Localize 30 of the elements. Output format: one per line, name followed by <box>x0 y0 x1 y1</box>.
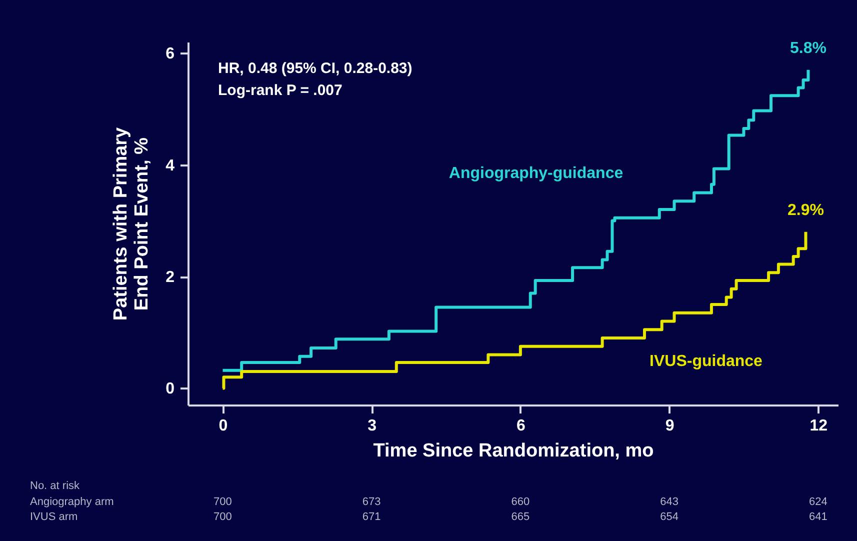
x-tick-label: 9 <box>665 418 674 434</box>
annotation: 5.8% <box>790 40 826 57</box>
text: Angiography arm <box>30 496 114 508</box>
text: 660 <box>511 496 530 508</box>
y-tick-label: 4 <box>166 157 175 174</box>
text: 700 <box>214 496 232 508</box>
text: 624 <box>808 496 828 508</box>
text: 673 <box>362 496 381 508</box>
x-tick-label: 12 <box>810 418 828 434</box>
text: 641 <box>808 511 828 523</box>
y-axis-title: Patients with Primary End Point Event, % <box>110 126 153 321</box>
text: Angiography-guidance <box>448 165 624 182</box>
text: 665 <box>511 511 530 523</box>
x-axis-title: Time Since Randomization, mo <box>373 440 654 462</box>
y-tick-label: 0 <box>166 380 175 398</box>
x-tick-label: 0 <box>218 418 228 434</box>
annotation: HR, 0.48 (95% CI, 0.28-0.83) <box>218 60 412 77</box>
y-tick-label: 6 <box>166 46 175 63</box>
text: 654 <box>660 511 678 523</box>
annotation: 2.9% <box>788 202 824 219</box>
series-label: IVUS-guidance <box>650 353 763 370</box>
text: No. at risk <box>30 480 80 492</box>
text: 643 <box>660 496 678 508</box>
x-tick-label: 3 <box>368 418 377 434</box>
annotation: Log-rank P = .007 <box>218 82 342 99</box>
x-tick-label: 6 <box>516 418 526 434</box>
text: IVUS arm <box>30 511 78 523</box>
text: 700 <box>214 511 232 523</box>
y-tick-label: 2 <box>166 269 175 286</box>
text: 671 <box>362 511 381 523</box>
